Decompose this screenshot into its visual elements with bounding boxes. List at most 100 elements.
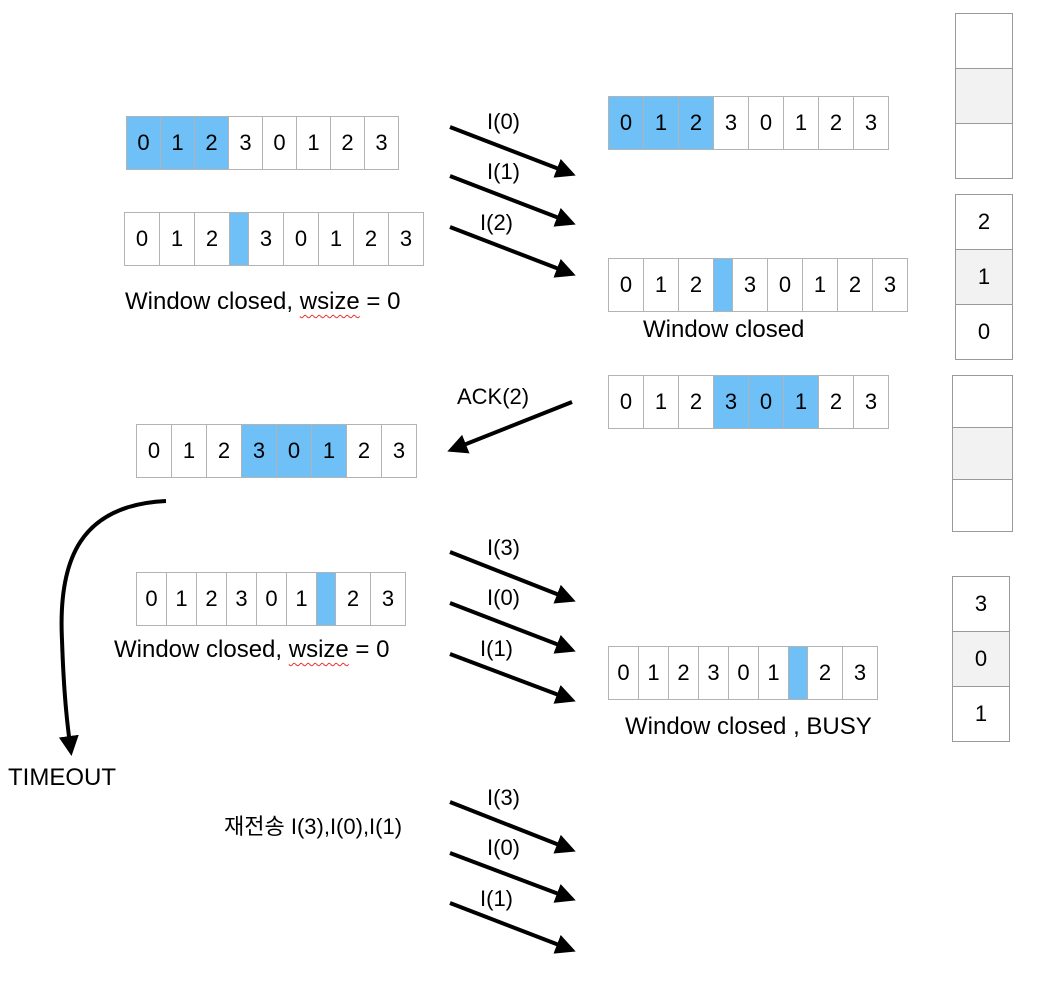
- buffer-slot: [952, 427, 1013, 480]
- receiver-window-initial: 0 1 2 3 0 1 2 3: [608, 96, 889, 150]
- seq-cell: 3: [226, 572, 257, 626]
- seq-cell: 1: [160, 116, 195, 170]
- seq-cell: 0: [262, 116, 297, 170]
- seq-cell: 1: [643, 96, 679, 150]
- seq-cell: 0: [728, 646, 759, 700]
- arrow-i3: [449, 550, 576, 604]
- sender-window-closed: 0 1 2 3 0 1 2 3: [124, 212, 424, 266]
- buffer-slot: 0: [955, 304, 1013, 360]
- label-text: = 0: [348, 636, 390, 663]
- arrow-i0: [449, 125, 576, 178]
- arrow-label-i3-retx: I(3): [487, 785, 520, 810]
- buffer-stack-filled-2: 3 0 1: [952, 576, 1010, 742]
- seq-cell: 3: [698, 646, 729, 700]
- arrow-i0-retx: [449, 851, 576, 903]
- label-text: wsize: [288, 636, 349, 663]
- arrow-label-i3: I(3): [487, 535, 520, 560]
- receiver-window-busy: 0 1 2 3 0 1 2 3: [608, 646, 878, 700]
- seq-cell: 1: [318, 212, 354, 266]
- seq-cell: 1: [159, 212, 195, 266]
- buffer-stack-empty-1: [955, 13, 1013, 179]
- arrow-label-i0: I(0): [487, 109, 520, 134]
- seq-cell: 3: [713, 375, 749, 429]
- seq-cell: 0: [748, 375, 784, 429]
- label-text: Window closed,: [114, 636, 289, 663]
- receiver-window-closed: 0 1 2 3 0 1 2 3: [608, 258, 908, 312]
- seq-cell: 0: [136, 572, 167, 626]
- seq-cell: 2: [194, 116, 229, 170]
- timeout-label: TIMEOUT: [8, 764, 116, 791]
- arrow-label-i2: I(2): [480, 210, 513, 235]
- seq-cell: 2: [678, 258, 714, 312]
- arrow-ack2: [447, 400, 573, 454]
- seq-cell: 3: [370, 572, 406, 626]
- sender-closed-label: Window closed, wsize = 0: [125, 290, 400, 314]
- arrow-i1: [449, 174, 576, 227]
- seq-cell: 0: [126, 116, 161, 170]
- seq-cell: 2: [335, 572, 371, 626]
- seq-cell: 0: [748, 96, 784, 150]
- seq-cell: 1: [638, 646, 669, 700]
- arrow-i0-b: [449, 601, 576, 654]
- seq-cell: 1: [758, 646, 789, 700]
- receiver-closed-label: Window closed: [643, 316, 805, 343]
- arrow-i1-b: [449, 652, 576, 704]
- buffer-slot: 3: [952, 576, 1010, 632]
- seq-cell: 3: [853, 375, 889, 429]
- seq-cell: 3: [842, 646, 878, 700]
- seq-cell: 2: [668, 646, 699, 700]
- seq-cell: 3: [872, 258, 908, 312]
- buffer-slot: [952, 479, 1013, 532]
- seq-cell: 2: [194, 212, 230, 266]
- seq-cell: 3: [853, 96, 889, 150]
- seq-cell: 0: [136, 424, 172, 478]
- seq-cell: 3: [381, 424, 417, 478]
- seq-cell: 3: [713, 96, 749, 150]
- buffer-stack-filled-1: 2 1 0: [955, 194, 1013, 360]
- seq-cell: 1: [171, 424, 207, 478]
- seq-cell: 1: [311, 424, 347, 478]
- retransmit-label: 재전송 I(3),I(0),I(1): [224, 814, 403, 839]
- seq-cell: 0: [256, 572, 287, 626]
- arrow-label-i1: I(1): [487, 159, 520, 184]
- arrow-label-ack2: ACK(2): [457, 384, 530, 409]
- label-text: Window closed,: [125, 288, 300, 315]
- arrow-i1-retx: [449, 901, 576, 954]
- seq-cell: 3: [364, 116, 399, 170]
- seq-cell: 1: [643, 375, 679, 429]
- timeout-curve-arrow: [58, 499, 167, 756]
- arrow-label-i0-b: I(0): [487, 585, 520, 610]
- seq-cell: 3: [388, 212, 424, 266]
- seq-cell: 3: [241, 424, 277, 478]
- seq-cell: 2: [818, 375, 854, 429]
- seq-cell: 0: [124, 212, 160, 266]
- label-text: wsize: [299, 288, 360, 315]
- buffer-stack-empty-2: [952, 375, 1013, 532]
- receiver-busy-label: Window closed , BUSY: [625, 713, 872, 740]
- arrow-label-i1-retx: I(1): [480, 886, 513, 911]
- label-text: = 0: [359, 288, 401, 315]
- seq-cell: 0: [283, 212, 319, 266]
- seq-cell: 2: [196, 572, 227, 626]
- seq-cell: 2: [837, 258, 873, 312]
- sender-closed-label-2: Window closed, wsize = 0: [114, 638, 389, 662]
- seq-cell: 1: [783, 96, 819, 150]
- arrow-label-i1-b: I(1): [480, 636, 513, 661]
- sender-window-initial: 0 1 2 3 0 1 2 3: [126, 116, 399, 170]
- buffer-slot: [955, 123, 1013, 179]
- buffer-slot: 1: [952, 686, 1010, 742]
- sender-window-closed-2: 0 1 2 3 0 1 2 3: [136, 572, 406, 626]
- sender-window-advanced: 0 1 2 3 0 1 2 3: [136, 424, 417, 478]
- arrow-i2: [449, 225, 576, 278]
- arrow-i3-retx: [449, 800, 576, 854]
- seq-cell: 2: [678, 375, 714, 429]
- seq-cell: 0: [608, 96, 644, 150]
- receiver-window-advanced: 0 1 2 3 0 1 2 3: [608, 375, 889, 429]
- seq-cell: 3: [732, 258, 768, 312]
- arrow-label-i0-retx: I(0): [487, 835, 520, 860]
- seq-cell: 2: [330, 116, 365, 170]
- seq-cell: 0: [276, 424, 312, 478]
- buffer-slot: [955, 13, 1013, 69]
- seq-cell: 0: [608, 258, 644, 312]
